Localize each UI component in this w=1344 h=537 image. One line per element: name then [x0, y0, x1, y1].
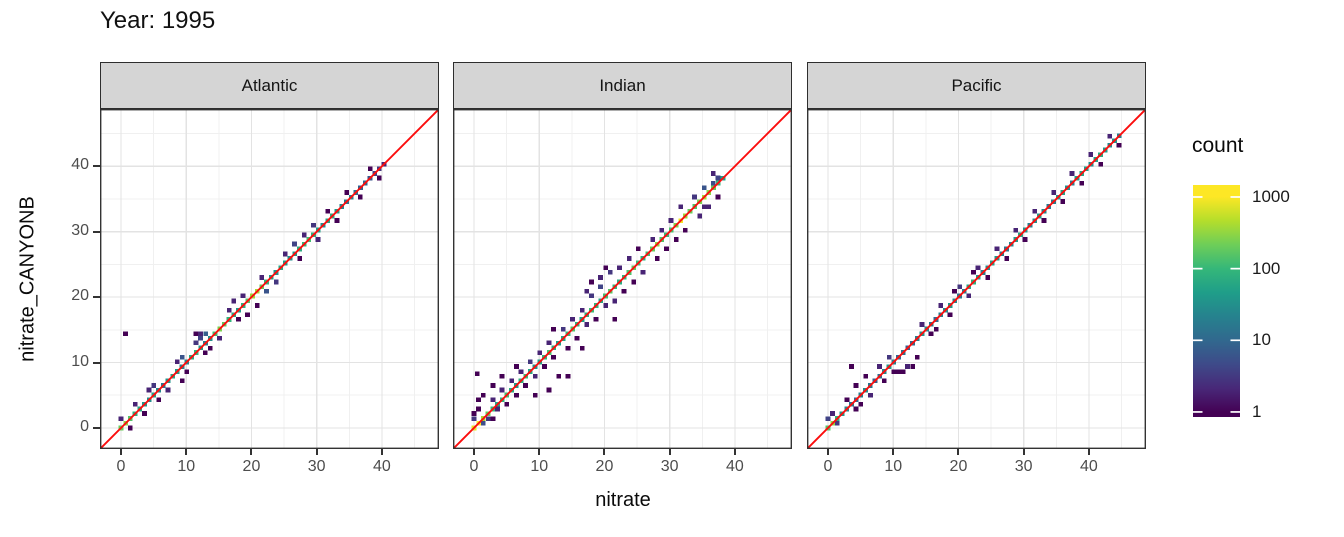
legend-tick-label: 100: [1252, 258, 1281, 278]
x-tick-label: 0: [469, 458, 479, 475]
x-tick-mark: [380, 449, 383, 455]
x-tick-label: 0: [116, 458, 126, 475]
y-tick-label: 0: [80, 417, 89, 435]
legend-colorbar: [1193, 185, 1240, 417]
x-tick-label: 40: [1080, 458, 1098, 475]
x-tick-label: 30: [1014, 458, 1033, 475]
x-tick-label: 30: [660, 458, 679, 475]
y-tick-mark: [93, 230, 100, 233]
x-tick-mark: [315, 449, 318, 455]
x-tick-mark: [668, 449, 671, 455]
y-tick-mark: [93, 426, 100, 429]
facet-strip-atlantic: Atlantic: [100, 62, 439, 109]
x-tick-mark: [538, 449, 541, 455]
x-tick-label: 10: [884, 458, 903, 475]
y-tick-label: 30: [71, 221, 89, 239]
x-tick-mark: [957, 449, 960, 455]
y-tick-label: 10: [71, 352, 89, 370]
legend-tick-label: 1000: [1252, 186, 1290, 206]
x-tick-label: 10: [530, 458, 549, 475]
y-tick-mark: [93, 296, 100, 299]
x-tick-label: 30: [307, 458, 326, 475]
panel-canvas-indian: [453, 109, 792, 449]
x-tick-mark: [827, 449, 829, 455]
x-tick-label: 20: [949, 458, 968, 475]
facet-strip-label: Atlantic: [241, 75, 298, 95]
plot-title: Year: 1995: [100, 7, 216, 34]
x-tick-mark: [1022, 449, 1025, 455]
y-axis-title: nitrate_CANYONB: [16, 196, 39, 362]
x-tick-mark: [250, 449, 253, 455]
facet-strip-label: Pacific: [951, 75, 1002, 95]
y-tick-label: 20: [71, 287, 89, 305]
x-tick-mark: [733, 449, 736, 455]
facet-strip-label: Indian: [599, 75, 646, 95]
legend-tick-label: 1: [1252, 401, 1262, 421]
x-tick-mark: [120, 449, 122, 455]
x-tick-mark: [892, 449, 895, 455]
y-tick-label: 40: [71, 156, 89, 174]
x-axis-title: nitrate: [595, 489, 651, 511]
y-tick-mark: [93, 165, 100, 168]
x-tick-mark: [603, 449, 606, 455]
panel-canvas-pacific: [807, 109, 1146, 449]
x-tick-mark: [185, 449, 188, 455]
x-tick-label: 40: [726, 458, 744, 475]
x-tick-label: 40: [373, 458, 391, 475]
x-tick-label: 20: [595, 458, 614, 475]
panel-canvas-atlantic: [100, 109, 439, 449]
y-tick-mark: [93, 361, 100, 364]
x-tick-mark: [1087, 449, 1090, 455]
legend-title: count: [1192, 134, 1244, 157]
x-tick-label: 20: [242, 458, 261, 475]
x-tick-label: 0: [823, 458, 833, 475]
legend-tick-label: 10: [1252, 330, 1271, 350]
x-tick-label: 10: [177, 458, 196, 475]
x-tick-mark: [473, 449, 475, 455]
facet-strip-pacific: Pacific: [807, 62, 1146, 109]
facet-strip-indian: Indian: [453, 62, 792, 109]
